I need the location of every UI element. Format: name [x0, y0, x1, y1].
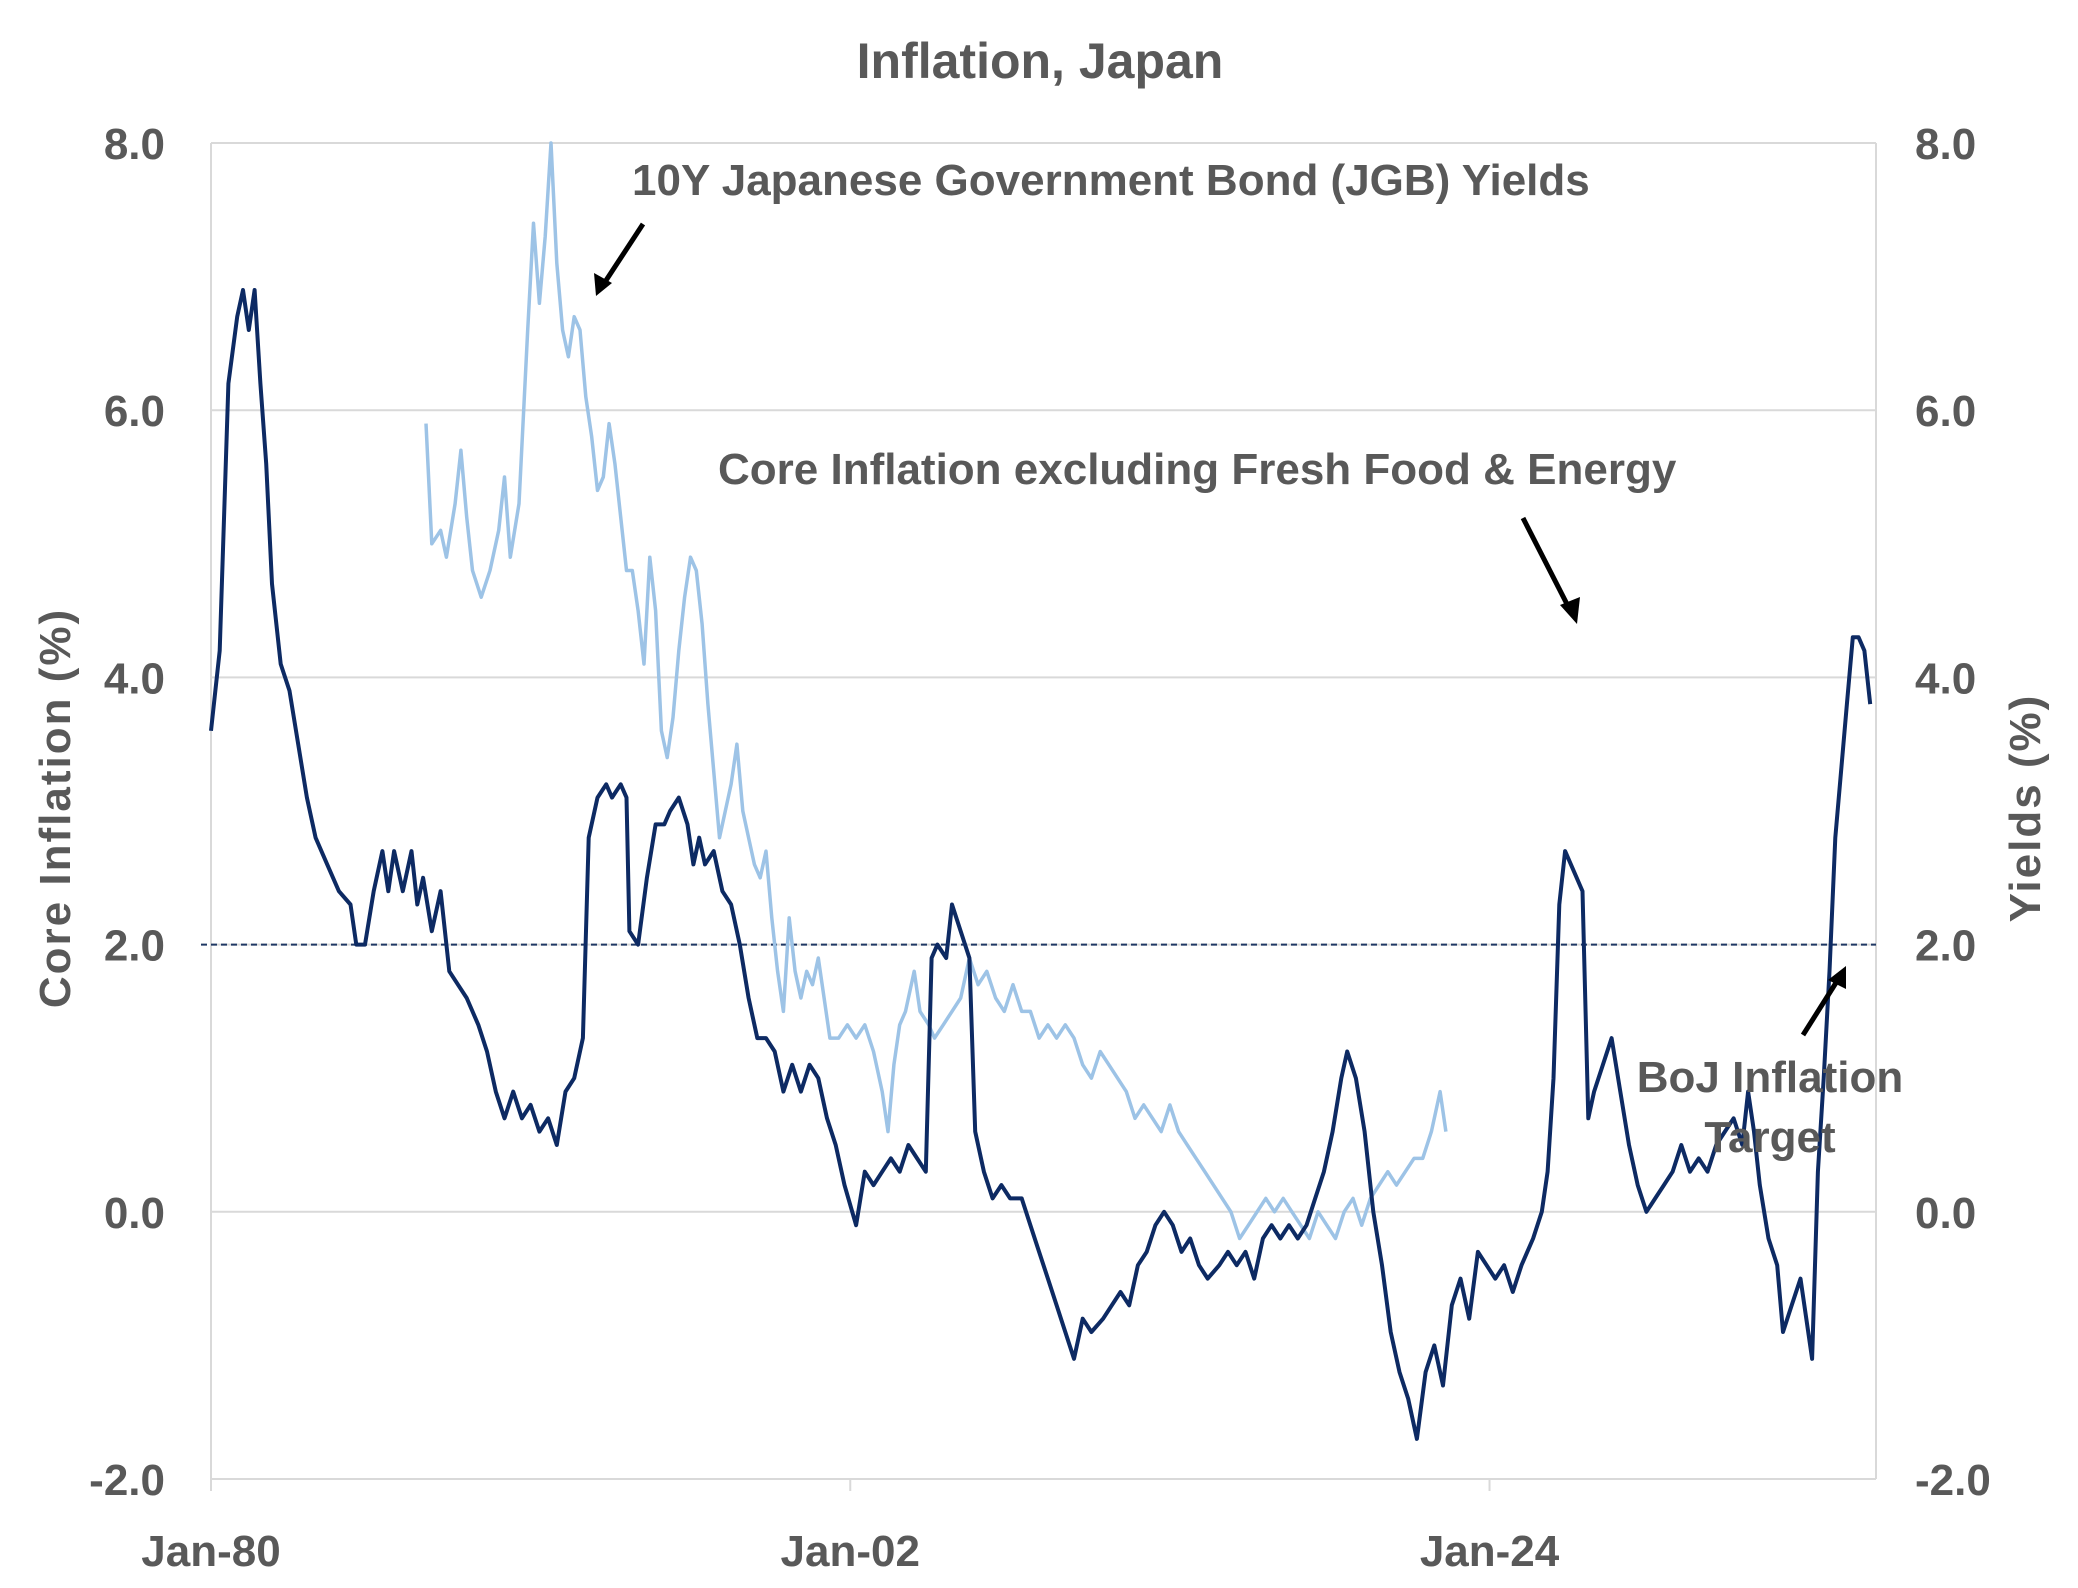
y-tick-label: 2.0: [104, 922, 165, 971]
core-annotation: Core Inflation excluding Fresh Food & En…: [718, 445, 1677, 494]
y2-tick-label: 8.0: [1915, 120, 1976, 169]
gridlines: [211, 142, 1876, 1213]
chart-title: Inflation, Japan: [857, 33, 1224, 89]
series-lines: [209, 141, 1873, 1441]
y-tick-label: -2.0: [89, 1456, 165, 1505]
target-label-line1: BoJ Inflation: [1637, 1053, 1903, 1102]
y2-tick-label: 6.0: [1915, 387, 1976, 436]
target-annotation-arrow: [1800, 976, 1842, 1037]
x-tick-label: Jan-02: [781, 1527, 920, 1576]
y-tick-label: 6.0: [104, 387, 165, 436]
jgb-annotation: 10Y Japanese Government Bond (JGB) Yield…: [632, 156, 1590, 205]
core-series-line: [209, 288, 1873, 1441]
y-tick-label: 8.0: [104, 120, 165, 169]
y-tick-label: 4.0: [104, 654, 165, 703]
y-tick-label: 0.0: [104, 1189, 165, 1238]
y2-tick-label: -2.0: [1915, 1456, 1991, 1505]
x-tick-label: Jan-24: [1420, 1527, 1560, 1576]
target-label-line2: Target: [1704, 1113, 1836, 1162]
y-axis-title: Core Inflation (%): [31, 608, 80, 1008]
target-arrow-head: [1828, 966, 1846, 989]
x-tick-label: Jan-80: [141, 1527, 280, 1576]
left-axis-ticks: -2.0 0.0 2.0 4.0 6.0 8.0: [89, 120, 165, 1505]
y2-tick-label: 2.0: [1915, 922, 1976, 971]
jgb-annotation-arrow: [600, 222, 646, 287]
y2-tick-label: 0.0: [1915, 1189, 1976, 1238]
x-axis-ticks: Jan-80 Jan-02 Jan-24: [141, 1479, 1560, 1576]
jgb-arrow-head: [594, 273, 612, 296]
y2-axis-title: Yields (%): [2001, 694, 2050, 923]
axes: [210, 143, 1877, 1480]
jgb-series-line: [424, 141, 1448, 1241]
right-axis-ticks: -2.0 0.0 2.0 4.0 6.0 8.0: [1915, 120, 1991, 1505]
y2-tick-label: 4.0: [1915, 654, 1976, 703]
core-annotation-arrow: [1520, 516, 1573, 612]
core-arrow-head: [1560, 597, 1580, 624]
